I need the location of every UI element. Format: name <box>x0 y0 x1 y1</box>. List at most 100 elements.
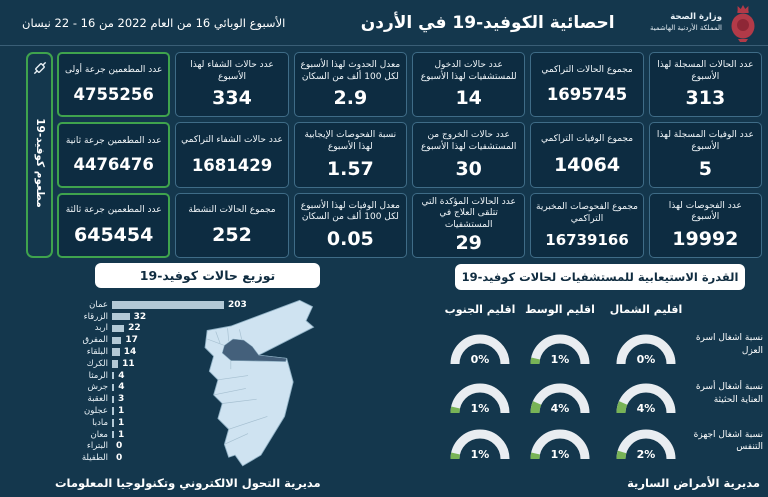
bar-category-label: جرش <box>87 382 108 393</box>
bar <box>112 371 115 380</box>
svg-text:4%: 4% <box>551 402 570 415</box>
stat-label: عدد حالات الدخول للمستشفيات لهذا الأسبوع <box>420 59 517 82</box>
stat-value: 645454 <box>74 223 154 246</box>
vaccination-sidebar: مطعوم كوفيد-19 <box>26 52 53 258</box>
bar-category-label: المفرق <box>82 335 108 346</box>
bar-row: جرش 4 <box>60 382 298 394</box>
stat-label: معدل الوفيات لهذا الأسبوع لكل 100 ألف من… <box>300 200 400 223</box>
gauge-arc-icon: 1% <box>530 429 590 461</box>
vaccination-stat-card: عدد المطعمين جرعة ثالثة 645454 <box>57 192 171 258</box>
stat-card: عدد حالات الخروج من المستشفيات لهذا الأس… <box>412 122 526 188</box>
governorate-borders <box>207 328 286 445</box>
bar <box>112 395 114 404</box>
capacity-gauge: 1% <box>443 418 517 464</box>
footer: مديرية التحول الالكتروني وتكنولوجيا المع… <box>0 476 768 490</box>
bar-row: البتراء 0 <box>60 441 298 453</box>
bar-row: البلقاء 14 <box>60 346 298 358</box>
capacity-grid: اقليم الشمال اقليم الوسط اقليم الجنوب نسبة … <box>433 294 763 464</box>
bar <box>112 383 115 392</box>
bar <box>112 336 122 345</box>
bar-value: 11 <box>122 358 135 369</box>
stat-value: 5 <box>698 157 712 180</box>
bar-category-label: الرمثا <box>88 370 108 381</box>
stat-value: 14064 <box>553 153 621 176</box>
kingdom-name: المملكة الأردنية الهاشمية <box>649 23 722 32</box>
capacity-gauge: 2% <box>603 418 689 464</box>
bar-category-label: البتراء <box>86 441 108 452</box>
stat-label: عدد حالات الشفاء التراكمي <box>181 135 283 146</box>
stat-value: 0.05 <box>326 228 374 250</box>
stat-card: نسبة الفحوصات الإيجابية لهذا الأسبوع 1.57 <box>293 122 407 188</box>
svg-text:0%: 0% <box>471 353 490 366</box>
gauge-arc-icon: 4% <box>530 383 590 415</box>
bar-row: الكرك 11 <box>60 358 298 370</box>
bar-value: 4 <box>118 382 125 393</box>
capacity-gauge: 1% <box>517 320 603 369</box>
bar-value: 3 <box>118 394 125 405</box>
capacity-gauge: 1% <box>517 418 603 464</box>
stat-value: 252 <box>212 224 252 247</box>
stat-value: 1695745 <box>546 85 628 105</box>
stat-value: 30 <box>455 157 482 180</box>
capacity-row-label: نسبة اشغال اسرة العزل <box>695 333 763 356</box>
bar-category-label: مادبا <box>92 417 108 428</box>
stat-label: عدد الوفيات المسجلة لهذا الأسبوع <box>656 130 754 152</box>
stat-value: 4755256 <box>73 85 154 105</box>
ministry-branding: وزارة الصحة المملكة الأردنية الهاشمية <box>650 4 758 42</box>
bar-value: 32 <box>133 311 147 322</box>
stat-label: معدل الحدوث لهذا الأسبوع لكل 100 ألف من … <box>300 59 401 82</box>
stat-card: عدد الحالات المؤكدة التي تتلقى العلاج في… <box>412 192 526 258</box>
capacity-row-label: نسبة أشغال أسرة العناية الحثيثة <box>695 382 763 405</box>
cases-bar-chart: عمان 203 الزرقاء 32 اربد 22 المفرق 17 البلقاء 14 ا… <box>60 299 298 464</box>
stat-label: مجموع الحالات النشطة <box>188 204 276 215</box>
stat-value: 2.9 <box>333 87 368 110</box>
stat-value: 14 <box>455 87 482 110</box>
region-header: اقليم الشمال <box>609 303 683 316</box>
bar <box>112 360 119 368</box>
capacity-gauge: 0% <box>603 320 689 369</box>
footer-left-directorate: مديرية التحول الالكتروني وتكنولوجيا المع… <box>55 476 321 490</box>
stat-card: عدد الوفيات المسجلة لهذا الأسبوع 5 <box>648 122 762 188</box>
ministry-logo-icon <box>731 4 755 42</box>
gauge-arc-icon: 1% <box>450 383 510 415</box>
gauge-arc-icon: 1% <box>530 334 590 366</box>
jordan-map <box>204 299 315 467</box>
bar-value: 203 <box>228 299 247 310</box>
bar <box>112 430 114 439</box>
bar <box>112 419 114 427</box>
bar <box>112 301 224 309</box>
ministry-text: وزارة الصحة المملكة الأردنية الهاشمية <box>650 12 722 33</box>
stat-value: 29 <box>455 231 482 254</box>
gauge-arc-icon: 4% <box>616 383 676 415</box>
capacity-gauge: 4% <box>603 369 689 418</box>
ministry-name: وزارة الصحة <box>670 12 722 23</box>
stat-card: مجموع الفحوصات المخبرية التراكمي 16739166 <box>530 192 644 258</box>
bar-row: الرمثا 4 <box>60 370 298 382</box>
vaccination-sidebar-label: مطعوم كوفيد-19 <box>33 118 46 208</box>
footer-right-directorate: مديرية الأمراض السارية <box>627 476 760 490</box>
bar-value: 1 <box>118 406 125 417</box>
bar-category-label: العقبة <box>87 394 108 405</box>
bar-value: 14 <box>123 347 137 358</box>
page-title: احصائية الكوفيد-19 في الأردن <box>360 12 615 33</box>
svg-text:1%: 1% <box>551 448 570 461</box>
stat-card: عدد حالات الدخول للمستشفيات لهذا الأسبوع… <box>412 52 526 118</box>
stat-card: معدل الحدوث لهذا الأسبوع لكل 100 ألف من … <box>293 52 407 118</box>
stat-card: مجموع الحالات التراكمي 1695745 <box>530 52 644 118</box>
bar-category-label: البلقاء <box>86 347 108 358</box>
bar-value: 1 <box>118 417 125 428</box>
stat-value: 16739166 <box>545 230 629 249</box>
report-week-subtitle: الأسبوع الوبائي 16 من العام 2022 من 16 -… <box>22 15 286 30</box>
stat-label: عدد المطعمين جرعة ثانية <box>65 135 162 146</box>
distribution-title: توزيع حالات كوفيد-19 <box>95 263 320 288</box>
syringe-icon <box>33 61 46 75</box>
svg-text:1%: 1% <box>471 448 490 461</box>
region-header: اقليم الجنوب <box>444 303 516 316</box>
svg-text:1%: 1% <box>471 402 490 415</box>
bar-category-label: الكرك <box>86 358 108 369</box>
jordan-outline <box>204 299 315 467</box>
stat-value: 4476476 <box>73 155 154 175</box>
stat-label: مجموع الحالات التراكمي <box>541 64 633 75</box>
bar-value: 4 <box>118 370 125 381</box>
capacity-title: القدرة الاستيعابية للمستشفيات لحالات كوف… <box>455 264 745 290</box>
